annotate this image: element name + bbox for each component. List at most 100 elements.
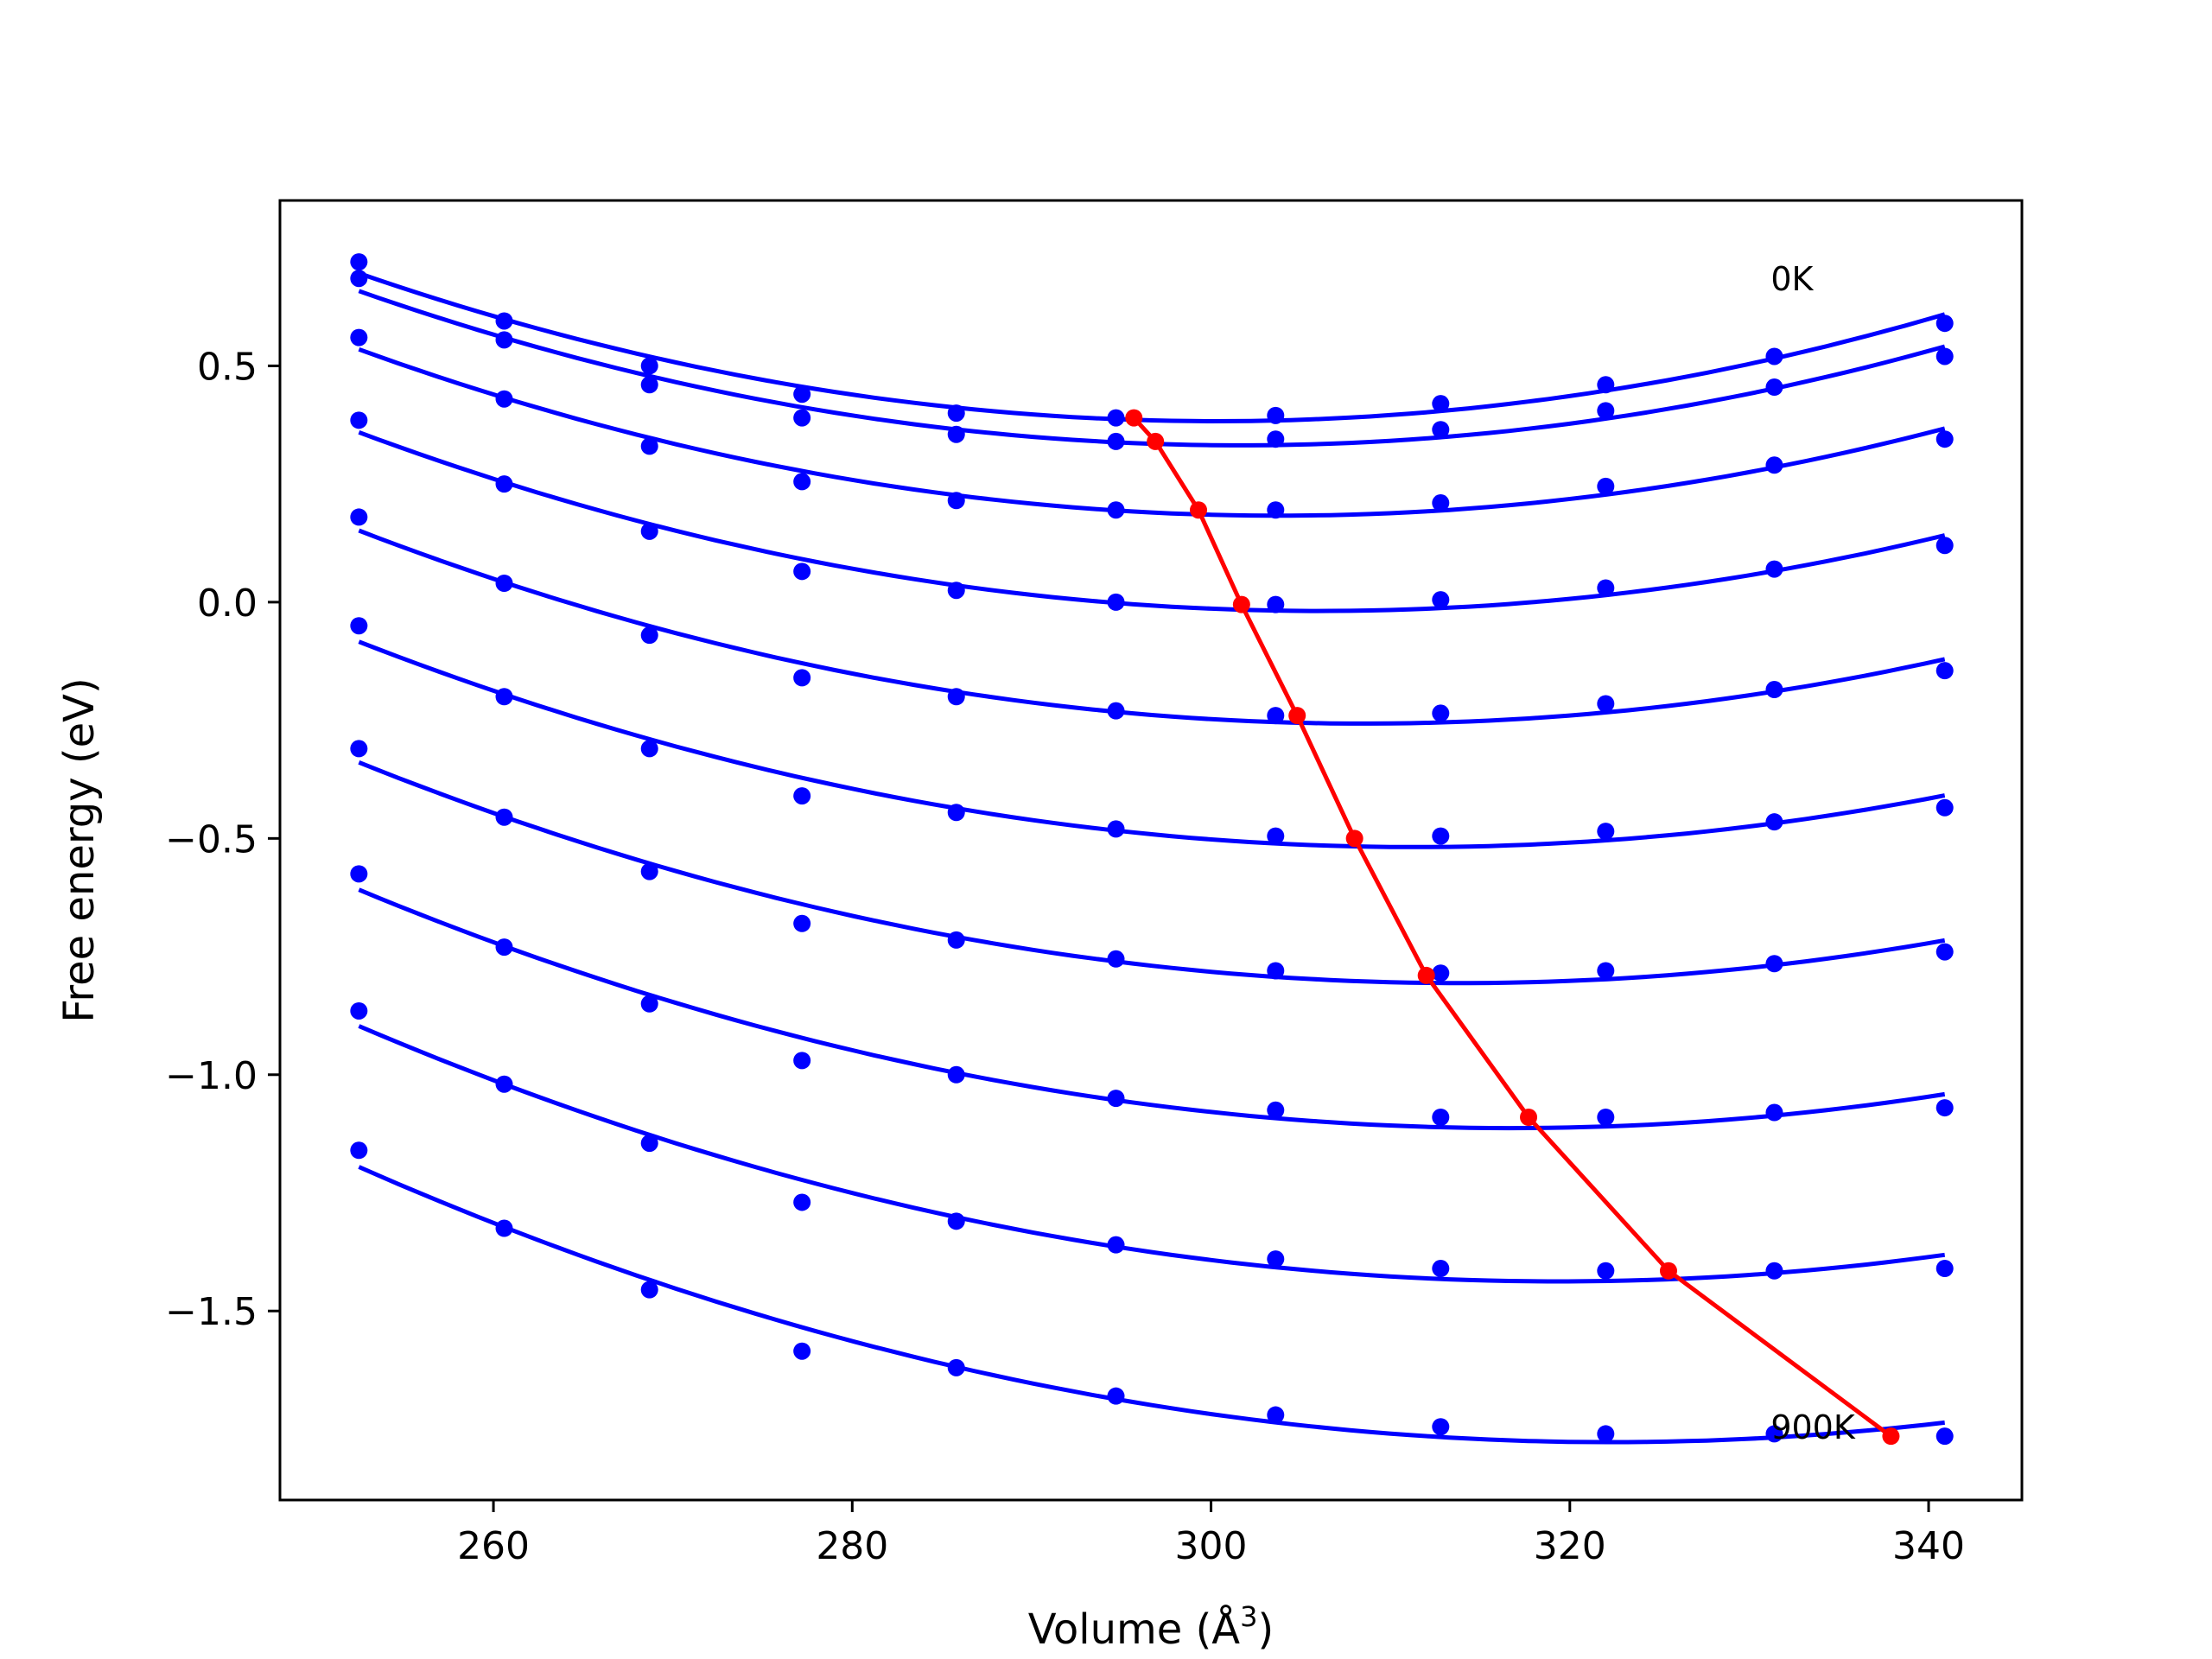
series-point-9-4: [947, 1358, 965, 1376]
series-point-7-8: [1597, 1109, 1615, 1127]
series-line-8: [358, 1024, 1946, 1284]
series-point-9-1: [495, 1219, 513, 1237]
series-point-6-8: [1597, 962, 1615, 980]
minimum-point-5: [1345, 830, 1363, 848]
series-point-3-8: [1597, 579, 1615, 597]
series-point-4-2: [640, 626, 658, 645]
series-point-6-4: [947, 931, 965, 949]
x-axis: 260 280 300 320 340: [457, 1500, 1965, 1568]
series-point-7-9: [1765, 1103, 1783, 1122]
y-tick-label-1: 0.0: [197, 582, 257, 626]
series-point-4-4: [947, 688, 965, 706]
x-tick-label-1: 280: [816, 1524, 888, 1568]
series-point-0-4: [947, 404, 965, 423]
minimum-point-6: [1417, 966, 1435, 984]
series-point-2-0: [350, 328, 368, 346]
minimum-point-3: [1232, 595, 1250, 613]
y-axis-title: Free energy (eV): [55, 677, 104, 1022]
series-line-5: [358, 639, 1946, 849]
series-point-7-4: [947, 1065, 965, 1084]
series-point-2-3: [793, 473, 811, 491]
minimum-point-7: [1520, 1109, 1538, 1127]
minimum-point-1: [1147, 432, 1165, 450]
y-tick-label-2: −0.5: [165, 817, 257, 861]
series-point-1-5: [1107, 432, 1125, 450]
series-point-7-2: [640, 995, 658, 1013]
series-line-6: [358, 760, 1946, 986]
series-point-5-10: [1936, 798, 1954, 817]
series-point-0-2: [640, 357, 658, 375]
series-point-1-8: [1597, 402, 1615, 420]
series-point-8-4: [947, 1212, 965, 1230]
minimum-point-0: [1125, 409, 1143, 427]
x-tick-label-4: 340: [1892, 1524, 1965, 1568]
series-line-0: [358, 270, 1946, 424]
series-point-4-0: [350, 508, 368, 526]
x-tick-label-3: 320: [1534, 1524, 1606, 1568]
series-point-3-7: [1432, 591, 1450, 609]
series-point-1-10: [1936, 347, 1954, 365]
series-line-3: [358, 429, 1946, 613]
series-point-0-3: [793, 385, 811, 404]
series-point-2-9: [1765, 456, 1783, 474]
annotations: 0K 900K: [1770, 260, 1856, 1446]
series-point-4-8: [1597, 695, 1615, 713]
annotation-0: 0K: [1770, 260, 1814, 298]
series-point-5-2: [640, 740, 658, 758]
series-point-6-10: [1936, 943, 1954, 961]
series-point-3-5: [1107, 593, 1125, 611]
series-point-8-10: [1936, 1260, 1954, 1278]
y-axis: 0.5 0.0 −0.5 −1.0 −1.5: [165, 345, 280, 1334]
series-point-1-4: [947, 425, 965, 443]
series-point-5-6: [1267, 827, 1285, 845]
series-point-3-3: [793, 563, 811, 581]
series-point-9-3: [793, 1342, 811, 1360]
series-line-7: [358, 887, 1946, 1131]
series-point-2-7: [1432, 494, 1450, 512]
series-point-4-6: [1267, 707, 1285, 725]
series-point-5-8: [1597, 823, 1615, 841]
series-point-7-0: [350, 865, 368, 883]
annotation-1: 900K: [1770, 1408, 1856, 1446]
series-point-1-9: [1765, 378, 1783, 397]
series-point-0-5: [1107, 409, 1125, 427]
series-point-8-5: [1107, 1236, 1125, 1254]
series-point-2-6: [1267, 501, 1285, 519]
minimum-line: [1132, 416, 1892, 1439]
series-point-8-8: [1597, 1262, 1615, 1280]
series-point-8-6: [1267, 1250, 1285, 1268]
series-point-9-2: [640, 1281, 658, 1299]
series-point-6-6: [1267, 962, 1285, 980]
y-tick-label-0: 0.5: [197, 345, 257, 389]
series-point-6-7: [1432, 964, 1450, 982]
series-point-5-5: [1107, 820, 1125, 838]
series-point-7-3: [793, 1052, 811, 1070]
series-point-3-1: [495, 475, 513, 493]
series-point-6-9: [1765, 955, 1783, 973]
series-point-2-8: [1597, 477, 1615, 495]
minimum-curve-layer: [1125, 409, 1900, 1446]
series-point-7-5: [1107, 1090, 1125, 1108]
series-point-6-2: [640, 862, 658, 880]
series-point-1-6: [1267, 430, 1285, 448]
series-point-3-4: [947, 582, 965, 600]
series-point-6-1: [495, 808, 513, 826]
series-point-8-0: [350, 1001, 368, 1020]
series-point-3-9: [1765, 560, 1783, 578]
series-point-8-1: [495, 1075, 513, 1093]
series-point-4-3: [793, 669, 811, 687]
series-point-8-9: [1765, 1262, 1783, 1280]
series-point-2-5: [1107, 501, 1125, 519]
series-point-4-5: [1107, 702, 1125, 720]
series-point-5-9: [1765, 813, 1783, 831]
y-tick-label-4: −1.5: [165, 1290, 257, 1334]
series-point-3-2: [640, 522, 658, 540]
series-point-1-0: [350, 270, 368, 288]
series-point-8-2: [640, 1135, 658, 1153]
plot-frame: [278, 199, 2024, 1502]
minimum-point-4: [1288, 707, 1306, 725]
x-axis-title-superscript: 3: [1240, 1600, 1257, 1633]
series-layer: [350, 253, 1954, 1446]
series-point-9-5: [1107, 1387, 1125, 1405]
series-point-5-1: [495, 688, 513, 706]
